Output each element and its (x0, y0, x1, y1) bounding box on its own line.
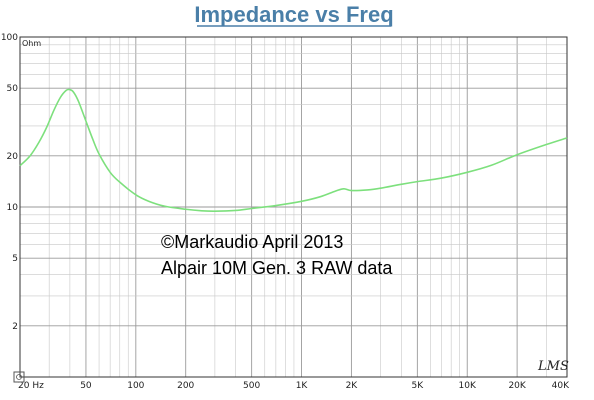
y-tick-label: 50 (7, 84, 19, 94)
x-tick-label: 5K (412, 381, 425, 391)
x-tick-label: 10K (459, 381, 477, 391)
y-tick-label: 5 (12, 254, 18, 264)
annotation-description: Alpair 10M Gen. 3 RAW data (161, 258, 393, 278)
y-axis-unit: Ohm (22, 39, 41, 48)
x-tick-label: 50 (80, 381, 92, 391)
y-tick-label: 100 (1, 33, 18, 43)
impedance-series-line (19, 88, 568, 212)
y-tick-label: 2 (12, 322, 18, 332)
corner-logo-icon (13, 371, 25, 383)
x-tick-label: 20K (508, 381, 526, 391)
x-tick-label: 500 (243, 381, 260, 391)
series-layer (19, 88, 568, 212)
grid (20, 37, 567, 377)
x-tick-label: 2K (346, 381, 359, 391)
y-tick-label: 20 (7, 152, 19, 162)
annotation-copyright: ©Markaudio April 2013 (161, 232, 343, 252)
y-tick-label: 10 (7, 203, 19, 213)
x-tick-label: 100 (127, 381, 144, 391)
tick-labels: 20 Hz 50 100 200 500 1K 2K 5K 10K 20K 40K 100 50 20 10… (1, 33, 570, 391)
x-tick-label: 20 Hz (18, 381, 44, 391)
lms-watermark: LMS (537, 359, 569, 374)
x-tick-label: 1K (296, 381, 309, 391)
x-tick-label: 200 (177, 381, 194, 391)
x-tick-label: 40K (552, 381, 570, 391)
plot-frame (19, 36, 568, 378)
chart-title: Impedance vs Freq (194, 2, 393, 27)
